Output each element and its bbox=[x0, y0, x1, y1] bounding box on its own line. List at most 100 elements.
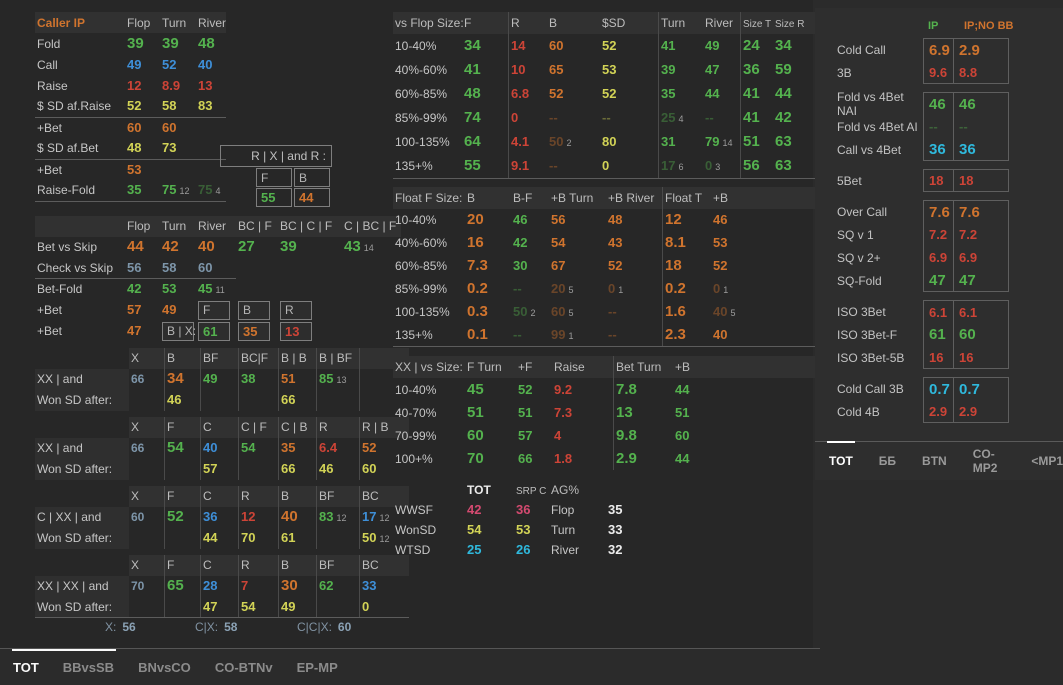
stat-value: 47 bbox=[929, 271, 946, 289]
tab-ep-mp[interactable]: EP-MP bbox=[297, 660, 338, 675]
header-cell: Size T bbox=[740, 12, 773, 34]
row-label-cell: XX | and bbox=[35, 437, 129, 459]
tab-btn[interactable]: BTN bbox=[922, 454, 947, 468]
stat-value: 41 bbox=[464, 61, 481, 78]
column-header: Turn bbox=[162, 15, 187, 30]
column-header: C | B bbox=[281, 420, 308, 434]
left-column: Caller IP Flop Turn River Fold 39 39 48 Call 49 52… bbox=[35, 12, 409, 640]
stat-value: 0 bbox=[602, 157, 610, 173]
stat-value: 7.3 bbox=[467, 257, 488, 274]
header-cell: Caller IP bbox=[35, 12, 125, 33]
stat-cell: -- bbox=[703, 106, 741, 130]
tab-tot[interactable]: TOT bbox=[12, 648, 116, 675]
stat-cell: 27 bbox=[236, 237, 278, 258]
float-f-size-table: Float F Size: B B-F +B Turn +B River Float T +… bbox=[393, 186, 825, 347]
row-label: 100-135% bbox=[395, 135, 450, 149]
row-label: Bet-Fold bbox=[37, 282, 83, 297]
stat-value: 50 bbox=[362, 530, 377, 545]
tab-bbvssb[interactable]: BBvsSB bbox=[63, 660, 114, 675]
stat-value: 66 bbox=[281, 392, 296, 407]
tab-label: CO-BTNv bbox=[214, 659, 273, 675]
tab-bnvsco[interactable]: BNvsCO bbox=[138, 660, 191, 675]
stat-value: 46 bbox=[929, 95, 946, 113]
stat-value: 60 bbox=[551, 304, 566, 319]
stat-row: SQ v 2+ 6.9 6.9 bbox=[815, 246, 1063, 269]
stat-cell: Flop bbox=[549, 500, 606, 520]
row-label: Raise-Fold bbox=[37, 183, 96, 198]
stat-cell: 60 bbox=[129, 507, 165, 528]
tab-co-btnv[interactable]: CO-BTNv bbox=[215, 660, 273, 675]
column-header: F bbox=[167, 558, 175, 572]
stat-cell bbox=[200, 389, 239, 411]
stat-value: 40 bbox=[198, 56, 213, 72]
stat-label: C|X: bbox=[195, 620, 219, 634]
tab-[interactable]: ББ bbox=[879, 454, 896, 468]
stat-group: Cold Call 6.9 2.9 3B 9.6 8.8 bbox=[815, 38, 1063, 84]
stat-cell: 60 bbox=[547, 34, 600, 58]
stat-group: Fold vs 4Bet NAI 46 46 Fold vs 4Bet AI -- -- C… bbox=[815, 90, 1063, 161]
stat-value: 44 bbox=[705, 86, 720, 101]
stat-cell: 6.9 bbox=[924, 39, 954, 61]
stat-value: R bbox=[285, 303, 294, 317]
preflop-stat-groups: Cold Call 6.9 2.9 3B 9.6 8.8 Fold vs 4Bet NAI 4… bbox=[815, 38, 1063, 423]
header-cell: SRP C bbox=[514, 480, 549, 500]
stat-cell: 0.7 bbox=[924, 378, 954, 400]
header-cell: C | F bbox=[238, 416, 279, 438]
stat-group: ISO 3Bet 6.1 6.1 ISO 3Bet-F 61 60 ISO 3Bet-5B 1… bbox=[815, 300, 1063, 369]
header-cell: +B River bbox=[606, 186, 663, 209]
stat-cell: F bbox=[196, 300, 236, 321]
stat-sample-size: 12 bbox=[379, 513, 390, 523]
header-cell: R bbox=[508, 12, 547, 34]
column-header: BF bbox=[203, 351, 219, 365]
stat-cell: 51 bbox=[278, 368, 317, 390]
stat-value: 70 bbox=[131, 579, 145, 593]
stat-cell: 41 bbox=[740, 106, 773, 130]
column-header: Flop bbox=[127, 15, 151, 30]
row-label: Cold Call bbox=[837, 42, 886, 57]
stat-value: 66 bbox=[131, 372, 145, 386]
tab-tot[interactable]: TOT bbox=[827, 441, 855, 468]
row-label: Won SD after: bbox=[37, 531, 113, 545]
header-cell: C bbox=[200, 554, 239, 576]
stat-cell: 34 bbox=[773, 34, 831, 58]
tab-label: BNvsCO bbox=[138, 659, 191, 675]
stat-cell: 7 bbox=[238, 575, 279, 597]
stat-value: 13 bbox=[616, 403, 633, 421]
stat-value: 52 bbox=[518, 381, 533, 397]
stat-value: 35 bbox=[243, 323, 258, 339]
stat-value: 42 bbox=[127, 281, 142, 297]
stat-value: 51 bbox=[675, 404, 690, 420]
stat-cell: 18 bbox=[662, 254, 711, 278]
row-label-cell: Call bbox=[35, 54, 125, 75]
stat-cell: 17 12 bbox=[359, 506, 409, 528]
row-label: $ SD af.Bet bbox=[37, 141, 99, 156]
header-cell: vs Flop Size: bbox=[393, 12, 464, 34]
stat-cell: 16 bbox=[954, 346, 1008, 368]
header-cell: +B Turn bbox=[549, 186, 606, 209]
row-label: 60%-85% bbox=[395, 87, 448, 101]
stat-row: ISO 3Bet-5B 16 16 bbox=[815, 346, 1063, 369]
stat-value: 41 bbox=[743, 109, 760, 126]
tab-co-mp2[interactable]: CO-MP2 bbox=[973, 447, 1006, 475]
header-cell: B bbox=[278, 485, 317, 507]
row-label: WWSF bbox=[395, 503, 433, 517]
stat-value: 47 bbox=[959, 271, 976, 289]
stat-value: 51 bbox=[281, 371, 296, 386]
stat-sample-size: 5 bbox=[568, 285, 574, 295]
stat-cell: 66 bbox=[278, 458, 317, 480]
row-label-cell: Bet vs Skip bbox=[35, 237, 125, 258]
stat-value: 52 bbox=[602, 38, 617, 53]
stat-cell: 56 bbox=[549, 209, 606, 232]
header-cell: River bbox=[196, 12, 226, 33]
stat-value: 58 bbox=[162, 98, 177, 114]
header-cell: R bbox=[238, 554, 279, 576]
row-label: C | XX | and bbox=[37, 510, 102, 524]
column-header: Bet Turn bbox=[616, 360, 662, 374]
position-tab-bar-right: TOT ББ BTN CO-MP2 <MP1 bbox=[815, 441, 1063, 480]
tab-mp1[interactable]: <MP1 bbox=[1031, 454, 1063, 468]
stat-value: 0.2 bbox=[665, 280, 686, 297]
row-label: Flop bbox=[551, 503, 575, 517]
row-label: 60%-85% bbox=[395, 259, 448, 273]
header-cell: B bbox=[164, 347, 201, 369]
stat-cell: -- bbox=[606, 301, 663, 324]
